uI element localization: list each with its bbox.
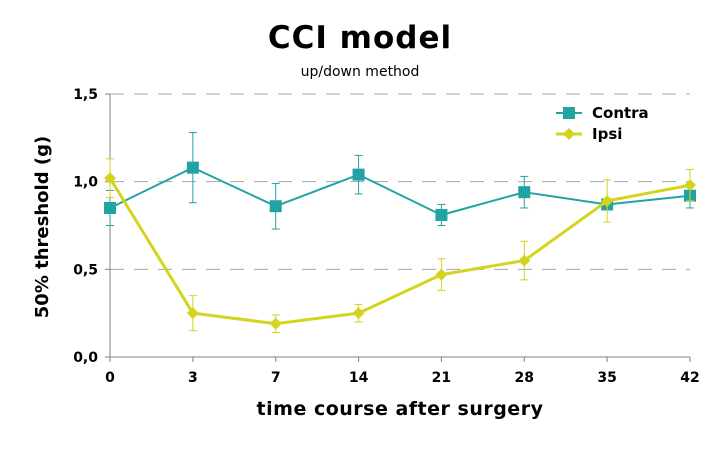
legend-label-contra: Contra <box>592 104 649 122</box>
legend-label-ipsi: Ipsi <box>592 125 622 143</box>
data-point-ipsi <box>684 179 696 192</box>
data-point-contra <box>352 168 365 181</box>
x-tick-label: 35 <box>597 370 616 386</box>
series-line-ipsi <box>108 177 691 326</box>
data-point-ipsi <box>352 307 365 320</box>
y-tick-label: 1,0 <box>73 175 98 191</box>
data-point-contra <box>269 200 282 213</box>
data-point-ipsi <box>435 268 448 281</box>
data-point-ipsi <box>269 317 282 330</box>
y-tick-label: 0,5 <box>73 262 98 278</box>
legend-marker-ipsi <box>563 128 575 140</box>
x-tick-label: 7 <box>271 370 281 386</box>
data-point-ipsi <box>104 172 116 185</box>
x-tick-label: 0 <box>105 370 115 386</box>
legend-marker-contra <box>563 107 575 119</box>
data-point-contra <box>435 208 448 221</box>
data-point-ipsi <box>601 194 614 207</box>
x-tick-label: 21 <box>432 370 451 386</box>
y-tick-label: 1,5 <box>73 87 98 103</box>
series-line-contra <box>109 166 691 216</box>
x-tick-label: 14 <box>349 370 369 386</box>
x-tick-label: 42 <box>680 370 699 386</box>
data-point-contra <box>104 201 116 214</box>
data-point-contra <box>518 186 531 199</box>
data-point-ipsi <box>186 307 199 320</box>
data-point-ipsi <box>518 254 531 267</box>
chart-title: CCI model <box>267 20 453 56</box>
x-tick-label: 3 <box>188 370 198 386</box>
data-point-contra <box>186 161 199 174</box>
y-tick-label: 0,0 <box>73 350 98 366</box>
x-axis-label: time course after surgery <box>256 398 544 420</box>
chart-subtitle: up/down method <box>300 64 420 80</box>
x-tick-label: 28 <box>515 370 534 386</box>
